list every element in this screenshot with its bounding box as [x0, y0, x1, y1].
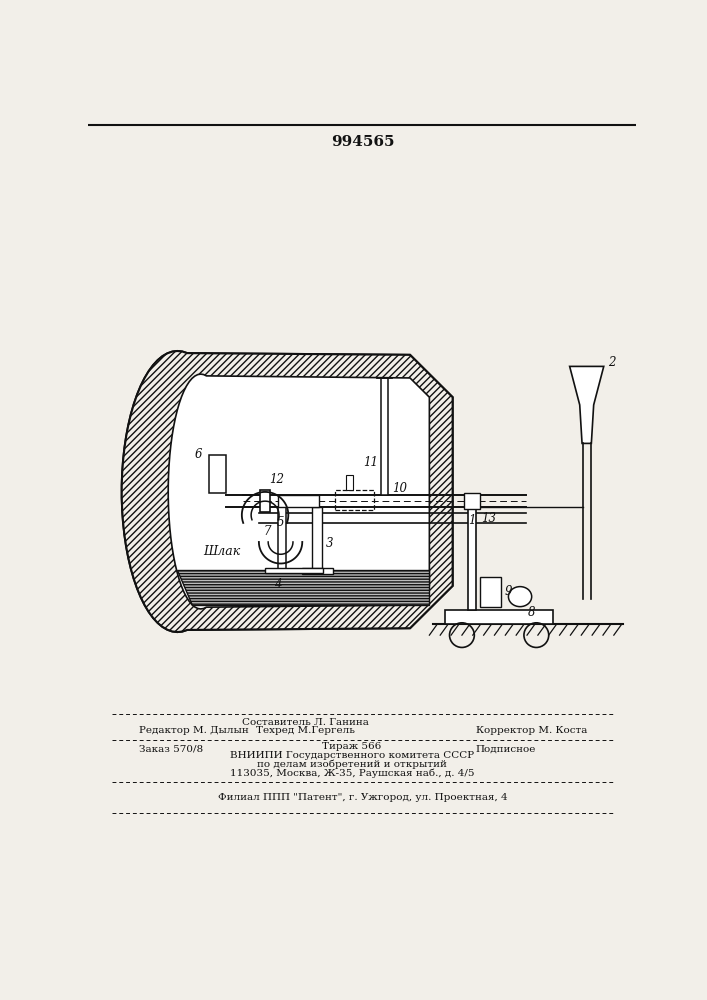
Text: Техред М.Гергель: Техред М.Гергель — [256, 726, 355, 735]
Text: Шлак: Шлак — [203, 545, 240, 558]
Polygon shape — [168, 374, 429, 609]
Text: по делам изобретений и открытий: по делам изобретений и открытий — [257, 760, 447, 769]
Text: 5: 5 — [276, 516, 284, 529]
Bar — [279, 495, 319, 507]
Text: 13: 13 — [481, 512, 496, 525]
Ellipse shape — [508, 587, 532, 607]
Text: Тираж 566: Тираж 566 — [322, 742, 382, 751]
Polygon shape — [122, 351, 452, 632]
Text: 113035, Москва, Ж-35, Раушская наб., д. 4/5: 113035, Москва, Ж-35, Раушская наб., д. … — [230, 769, 474, 778]
Polygon shape — [122, 351, 452, 632]
Text: Заказ 570/8: Заказ 570/8 — [139, 745, 203, 754]
Text: 12: 12 — [269, 473, 284, 486]
Text: 8: 8 — [528, 606, 535, 619]
Text: Подписное: Подписное — [476, 745, 536, 754]
Text: 1: 1 — [468, 514, 476, 527]
Bar — [335, 490, 373, 510]
Bar — [279, 507, 286, 570]
Text: 10: 10 — [392, 482, 407, 495]
Bar — [260, 490, 270, 512]
Text: 11: 11 — [363, 456, 378, 469]
Text: Филиал ППП "Патент", г. Ужгород, ул. Проектная, 4: Филиал ППП "Патент", г. Ужгород, ул. Про… — [218, 793, 508, 802]
Polygon shape — [177, 570, 429, 605]
Bar — [464, 493, 480, 509]
Polygon shape — [570, 366, 604, 443]
Text: Корректор М. Коста: Корректор М. Коста — [476, 726, 588, 735]
Bar — [209, 455, 226, 493]
Bar — [346, 475, 353, 490]
Text: Редактор М. Дылын: Редактор М. Дылын — [139, 726, 248, 735]
Text: 9: 9 — [505, 585, 512, 598]
Bar — [301, 568, 332, 574]
Text: 994565: 994565 — [331, 135, 395, 149]
Text: 2: 2 — [609, 356, 616, 369]
Text: Составитель Л. Ганина: Составитель Л. Ганина — [242, 718, 369, 727]
Bar — [381, 378, 387, 495]
Text: 3: 3 — [327, 537, 334, 550]
Bar — [265, 568, 323, 573]
Text: ВНИИПИ Государственного комитета СССР: ВНИИПИ Государственного комитета СССР — [230, 751, 474, 760]
Text: 6: 6 — [194, 448, 202, 461]
Bar — [445, 610, 554, 624]
Bar — [480, 577, 501, 607]
Bar — [468, 495, 476, 610]
Text: 7: 7 — [264, 525, 271, 538]
Bar — [312, 507, 322, 570]
Text: 4: 4 — [274, 578, 282, 591]
